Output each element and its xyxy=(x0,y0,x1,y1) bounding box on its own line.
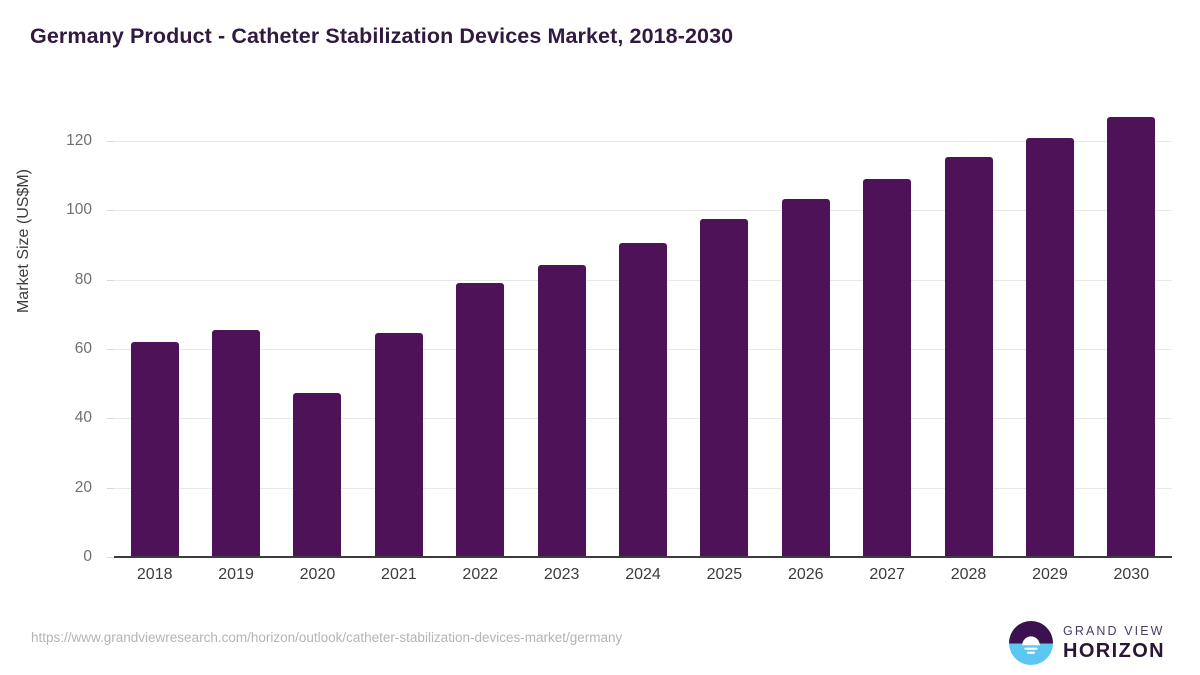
x-axis-tick-labels: 2018 2019 2020 2021 2022 2023 2024 2025 2026 2027… xyxy=(114,566,1172,596)
bar[interactable] xyxy=(212,329,261,557)
y-axis-tick-labels: 0 20 40 60 80 100 120 xyxy=(0,95,92,565)
logo-text-grand-view: GRAND VIEW xyxy=(1063,623,1165,638)
bar[interactable] xyxy=(944,157,993,557)
bar-slot xyxy=(114,95,195,557)
bar-series xyxy=(114,95,1172,557)
gridline xyxy=(114,210,1172,212)
logo-text: GRAND VIEW HORIZON xyxy=(1063,625,1165,662)
bar[interactable] xyxy=(1025,137,1074,557)
y-axis-tick xyxy=(107,487,114,489)
logo-text-horizon: HORIZON xyxy=(1063,640,1166,663)
bar[interactable] xyxy=(293,393,342,557)
x-axis-tick-label: 2028 xyxy=(950,566,987,583)
y-axis-tick xyxy=(107,279,114,281)
bar[interactable] xyxy=(700,219,749,557)
bar[interactable] xyxy=(1107,116,1156,557)
bar-slot xyxy=(928,95,1009,557)
bar-slot xyxy=(846,95,927,557)
x-axis-tick-label: 2022 xyxy=(462,566,499,583)
bar[interactable] xyxy=(374,333,423,557)
x-axis-tick-label: 2021 xyxy=(381,566,417,583)
bar-slot xyxy=(765,95,846,557)
y-axis-tick-label: 100 xyxy=(66,201,92,219)
x-axis-tick-label: 2030 xyxy=(1113,566,1150,583)
x-axis-tick-label: 2026 xyxy=(787,566,824,583)
x-axis-tick-label: 2024 xyxy=(625,566,661,583)
y-axis-tick xyxy=(107,141,114,143)
y-axis-tick-label: 0 xyxy=(83,548,92,565)
y-axis-tick xyxy=(107,349,114,351)
bar[interactable] xyxy=(456,283,505,557)
x-axis-line xyxy=(114,556,1172,558)
bar[interactable] xyxy=(781,198,830,557)
x-axis-tick-label: 2025 xyxy=(706,566,743,583)
x-axis-tick-label: 2020 xyxy=(299,566,336,583)
bar-slot xyxy=(440,95,521,557)
y-axis-tick-label: 40 xyxy=(74,409,92,427)
bar-slot xyxy=(1009,95,1090,557)
bar-slot xyxy=(195,95,276,557)
y-axis-tick xyxy=(107,557,114,558)
bar-slot xyxy=(521,95,602,557)
bar-slot xyxy=(1091,95,1172,557)
bar[interactable] xyxy=(863,178,912,557)
sun-horizon-icon xyxy=(1008,620,1054,666)
y-axis-tick-label: 80 xyxy=(74,270,92,288)
x-axis-tick-label: 2027 xyxy=(869,566,905,583)
bar[interactable] xyxy=(130,342,179,557)
bar[interactable] xyxy=(537,264,586,557)
y-axis-tick xyxy=(107,210,114,212)
y-axis-tick-label: 60 xyxy=(74,340,92,358)
bar-slot xyxy=(602,95,683,557)
x-axis-tick-label: 2018 xyxy=(136,566,173,583)
bar-slot xyxy=(684,95,765,557)
y-axis-tick xyxy=(107,418,114,420)
bar[interactable] xyxy=(618,242,667,557)
y-axis-tick-label: 120 xyxy=(66,132,92,150)
bar-slot xyxy=(277,95,358,557)
brand-logo: GRAND VIEW HORIZON xyxy=(1008,618,1168,668)
y-axis-tick-label: 20 xyxy=(74,478,92,496)
x-axis-tick-label: 2029 xyxy=(1032,566,1068,583)
bar-slot xyxy=(358,95,439,557)
gridline xyxy=(114,141,1172,143)
x-axis-tick-label: 2019 xyxy=(218,566,254,583)
source-url-text: https://www.grandviewresearch.com/horizo… xyxy=(31,630,623,645)
x-axis-tick-label: 2023 xyxy=(543,566,580,583)
page-title: Germany Product - Catheter Stabilization… xyxy=(30,24,734,48)
